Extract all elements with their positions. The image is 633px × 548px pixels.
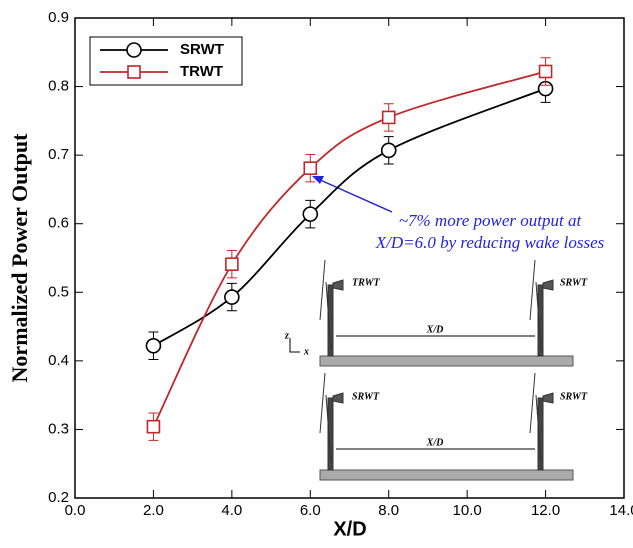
ground — [319, 355, 574, 367]
y-tick-label: 0.6 — [48, 215, 69, 232]
tower — [327, 284, 334, 357]
legend-marker — [127, 65, 141, 79]
rotor — [319, 372, 344, 464]
tower — [537, 397, 544, 471]
marker — [538, 64, 553, 79]
inset-label: SRWT — [560, 277, 588, 288]
inset-label: x — [303, 346, 309, 357]
marker — [146, 419, 161, 434]
y-tick-label: 0.7 — [48, 146, 69, 163]
axes-icon — [289, 338, 300, 353]
arrow-head — [312, 176, 324, 184]
x-tick-label: 4.0 — [221, 502, 242, 519]
legend-label: TRWT — [180, 63, 223, 80]
y-tick-label: 0.3 — [48, 420, 69, 437]
annotation: X/D=6.0 by reducing wake losses — [375, 233, 605, 252]
inset-diagram — [289, 259, 574, 481]
inset-label: X/D — [426, 324, 444, 335]
y-tick-label: 0.5 — [48, 283, 69, 300]
marker — [145, 337, 162, 354]
ground — [319, 469, 574, 481]
marker — [381, 110, 396, 125]
tower — [537, 284, 544, 357]
legend-marker — [126, 42, 142, 58]
rotor — [529, 259, 554, 351]
x-tick-label: 0.0 — [65, 502, 86, 519]
marker — [303, 161, 318, 175]
y-tick-label: 0.4 — [48, 352, 69, 369]
inset-label: X/D — [426, 437, 444, 448]
marker — [302, 206, 319, 222]
inset-label: TRWT — [352, 277, 380, 288]
x-tick-label: 10.0 — [453, 502, 482, 519]
x-tick-label: 2.0 — [143, 502, 164, 519]
x-tick-label: 8.0 — [378, 502, 399, 519]
x-tick-label: 12.0 — [531, 502, 560, 519]
y-tick-label: 0.2 — [48, 489, 69, 506]
rotor — [319, 259, 344, 351]
x-tick-label: 14.0 — [609, 502, 633, 519]
y-tick-label: 0.9 — [48, 9, 69, 26]
plot-frame — [74, 17, 625, 499]
y-axis-label: Normalized Power Output — [7, 133, 32, 383]
marker — [224, 289, 240, 305]
annotation: ~7% more power output at — [399, 211, 583, 230]
annotation-arrow — [317, 178, 393, 213]
inset-label: z — [284, 330, 289, 341]
legend-label: SRWT — [180, 41, 224, 58]
inset-label: SRWT — [560, 391, 588, 402]
distance-line — [336, 335, 535, 450]
rotor — [529, 372, 554, 464]
marker — [225, 257, 239, 271]
tower — [327, 397, 334, 471]
marker — [380, 142, 397, 159]
x-axis-label: X/D — [333, 518, 366, 540]
inset-label: SRWT — [352, 391, 380, 402]
x-tick-label: 6.0 — [300, 502, 321, 519]
legend — [89, 36, 243, 86]
y-tick-label: 0.8 — [48, 78, 69, 95]
